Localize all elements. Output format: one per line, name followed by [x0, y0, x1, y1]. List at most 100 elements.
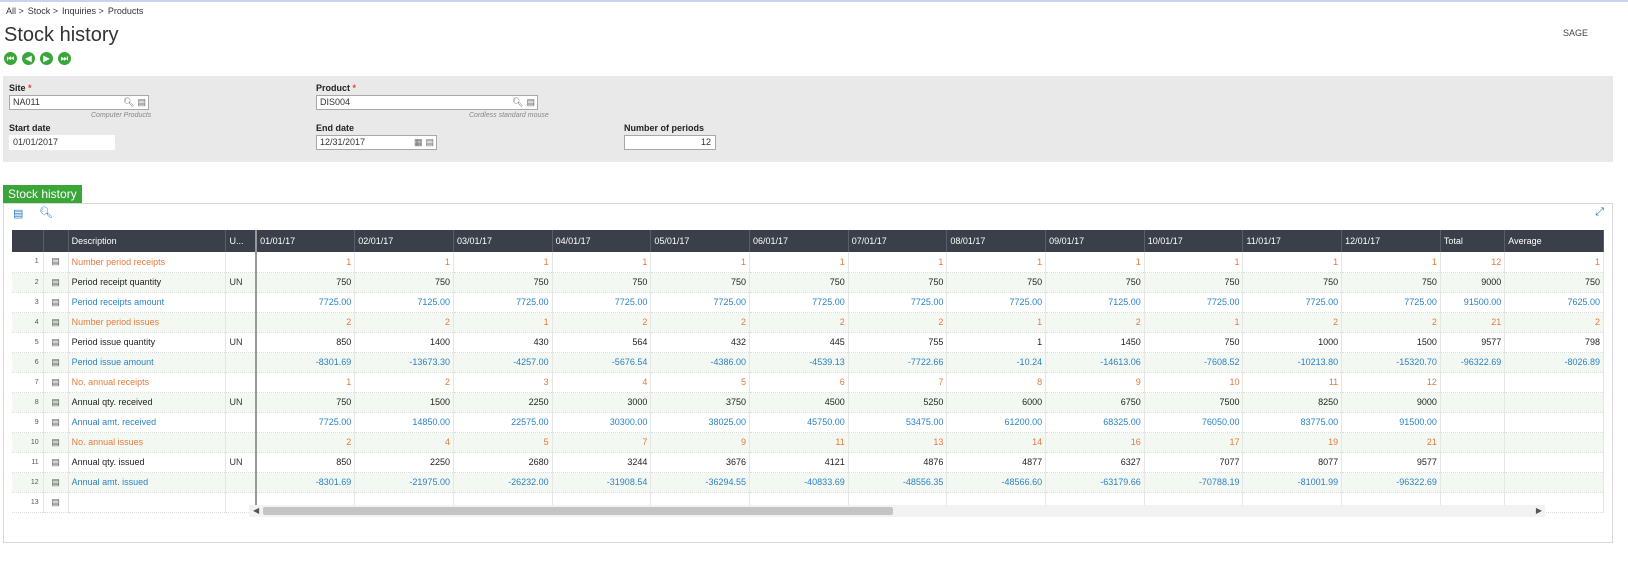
column-header[interactable]: Average [1504, 230, 1604, 252]
next-icon[interactable]: ▶ [40, 52, 53, 65]
table-row[interactable]: 11 ▤ Annual qty. issued UN 850 2250 2680 3244 36… [12, 452, 1604, 473]
row-number: 13 [12, 492, 44, 513]
column-header[interactable]: 01/01/17 [256, 230, 356, 252]
row-menu-icon[interactable]: ▤ [43, 252, 69, 273]
value-cell: 1 [1242, 252, 1343, 273]
table-row[interactable]: 10 ▤ No. annual issues 2 4 5 7 9 11 13 14 16 17 19 21 [12, 432, 1604, 453]
value-cell: 6 [749, 372, 849, 393]
breadcrumb-stock[interactable]: Stock > [27, 6, 59, 16]
column-header[interactable]: Total [1440, 230, 1506, 252]
column-header[interactable]: 09/01/17 [1045, 230, 1145, 252]
value-cell: 1 [749, 252, 849, 273]
column-header[interactable]: 03/01/17 [453, 230, 553, 252]
breadcrumb-products[interactable]: Products [107, 6, 144, 16]
row-menu-icon[interactable]: ▤ [43, 452, 69, 473]
table-row[interactable]: 3 ▤ Period receipts amount 7725.00 7125.00 77… [12, 292, 1604, 313]
scroll-right-icon[interactable]: ▶ [1535, 506, 1542, 515]
page-title: Stock history [4, 24, 119, 46]
end-date-field[interactable]: 12/31/2017 ▦ ▤ [316, 135, 437, 150]
value-cell: 8250 [1242, 392, 1343, 413]
row-menu-icon[interactable]: ▤ [43, 432, 69, 453]
value-cell: 750 [1242, 272, 1343, 293]
row-menu-icon[interactable]: ▤ [43, 312, 69, 333]
table-row[interactable]: 7 ▤ No. annual receipts 1 2 3 4 5 6 7 8 9 10 11 12 [12, 372, 1604, 393]
selection-list-icon[interactable]: ▤ [526, 97, 535, 107]
value-cell: -8301.69 [256, 472, 356, 493]
value-cell: 750 [552, 272, 652, 293]
value-cell: 7725.00 [1144, 292, 1244, 313]
column-header[interactable]: U... [225, 230, 258, 252]
column-header[interactable]: 05/01/17 [650, 230, 751, 252]
unit-cell [225, 312, 258, 333]
value-cell: -10.24 [946, 352, 1047, 373]
start-date-field[interactable]: 01/01/2017 [9, 135, 115, 150]
first-icon[interactable]: ⏮ [4, 52, 17, 65]
column-header[interactable]: 02/01/17 [354, 230, 454, 252]
value-cell: 2 [650, 312, 751, 333]
column-header[interactable]: 10/01/17 [1144, 230, 1244, 252]
column-header[interactable]: 11/01/17 [1242, 230, 1343, 252]
description-cell: Annual qty. issued [68, 452, 227, 473]
table-row[interactable]: 5 ▤ Period issue quantity UN 850 1400 430 564 43… [12, 332, 1604, 353]
column-header[interactable]: Description [68, 230, 227, 252]
calendar-icon[interactable]: ▦ [413, 137, 423, 147]
value-cell: 16 [1045, 432, 1145, 453]
grid-settings-icon[interactable]: ▤ [13, 208, 24, 220]
row-menu-icon[interactable]: ▤ [43, 492, 69, 513]
value-cell: 68325.00 [1045, 412, 1145, 433]
row-menu-icon[interactable]: ▤ [43, 372, 69, 393]
horizontal-scrollbar[interactable]: ◀ ▶ [249, 505, 1545, 517]
row-number: 5 [12, 332, 44, 353]
breadcrumb-inquiries[interactable]: Inquiries > [62, 6, 104, 16]
site-field[interactable]: NA011 🔍︎ ▤ [9, 95, 149, 110]
table-row[interactable]: 2 ▤ Period receipt quantity UN 750 750 750 750 7… [12, 272, 1604, 293]
description-cell: Number period issues [68, 312, 227, 333]
table-row[interactable]: 12 ▤ Annual amt. issued -8301.69 -21975.00 -2… [12, 472, 1604, 493]
table-row[interactable]: 6 ▤ Period issue amount -8301.69 -13673.30 -4… [12, 352, 1604, 373]
column-header[interactable]: 12/01/17 [1341, 230, 1441, 252]
scrollbar-thumb[interactable] [263, 507, 893, 515]
section-tab-stock-history[interactable]: Stock history [3, 185, 82, 203]
search-icon[interactable]: 🔍︎ [123, 97, 135, 107]
last-icon[interactable]: ⏭ [58, 52, 71, 65]
stock-history-table: Description U... 01/01/17 02/01/17 03/01/17 0… [12, 230, 1604, 513]
value-cell: 53475.00 [848, 412, 948, 433]
table-row[interactable]: 9 ▤ Annual amt. received 7725.00 14850.00 225… [12, 412, 1604, 433]
search-icon[interactable]: 🔍︎ [512, 97, 524, 107]
row-menu-icon[interactable]: ▤ [43, 472, 69, 493]
column-header[interactable]: 06/01/17 [749, 230, 849, 252]
row-menu-icon[interactable]: ▤ [43, 272, 69, 293]
value-cell: 2 [1504, 312, 1604, 333]
row-menu-icon[interactable]: ▤ [43, 292, 69, 313]
column-header[interactable]: 07/01/17 [848, 230, 948, 252]
value-cell: -13673.30 [354, 352, 454, 373]
row-menu-icon[interactable]: ▤ [43, 332, 69, 353]
table-row[interactable]: 4 ▤ Number period issues 2 2 1 2 2 2 2 1 2 1 2 2 21 2 [12, 312, 1604, 333]
value-cell [1504, 392, 1604, 413]
scroll-left-icon[interactable]: ◀ [253, 506, 260, 515]
row-menu-icon[interactable]: ▤ [43, 412, 69, 433]
value-cell: 91500.00 [1341, 412, 1441, 433]
value-cell: 3 [453, 372, 553, 393]
value-cell [1504, 452, 1604, 473]
grid-search-icon[interactable]: 🔍︎ [39, 207, 53, 219]
value-cell: -4386.00 [650, 352, 751, 373]
number-of-periods-field[interactable]: 12 [624, 135, 716, 150]
value-cell: 5 [650, 372, 751, 393]
table-row[interactable]: 8 ▤ Annual qty. received UN 750 1500 2250 3000 3… [12, 392, 1604, 413]
row-menu-icon[interactable]: ▤ [43, 392, 69, 413]
selection-list-icon[interactable]: ▤ [425, 137, 434, 147]
selection-list-icon[interactable]: ▤ [137, 97, 146, 107]
value-cell: 11 [1242, 372, 1343, 393]
value-cell: -31908.54 [552, 472, 652, 493]
column-header[interactable]: 08/01/17 [946, 230, 1047, 252]
expand-icon[interactable]: ⤢ [1595, 206, 1604, 218]
value-cell: 91500.00 [1440, 292, 1506, 313]
previous-icon[interactable]: ◀ [22, 52, 35, 65]
product-field[interactable]: DIS004 🔍︎ ▤ [316, 95, 538, 110]
column-header[interactable]: 04/01/17 [552, 230, 652, 252]
row-menu-icon[interactable]: ▤ [43, 352, 69, 373]
value-cell: 19 [1242, 432, 1343, 453]
breadcrumb-all[interactable]: All > [6, 6, 24, 16]
table-row[interactable]: 1 ▤ Number period receipts 1 1 1 1 1 1 1 1 1 1 1 1 12 1 [12, 252, 1604, 273]
